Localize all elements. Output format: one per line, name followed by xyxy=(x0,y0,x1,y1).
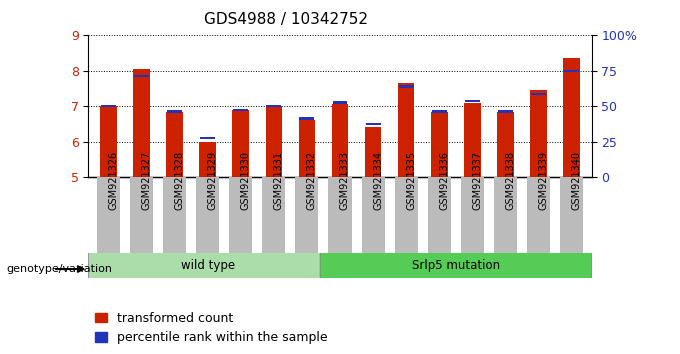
Bar xyxy=(167,110,182,113)
Text: GSM921327: GSM921327 xyxy=(141,151,152,210)
Bar xyxy=(564,58,580,177)
Bar xyxy=(394,177,418,253)
Bar xyxy=(97,177,120,253)
FancyBboxPatch shape xyxy=(320,252,592,279)
Bar xyxy=(100,106,116,177)
Bar xyxy=(233,108,248,111)
Bar xyxy=(497,112,514,177)
Bar xyxy=(560,177,583,253)
Bar xyxy=(134,75,149,78)
Bar xyxy=(130,177,153,253)
Text: GSM921331: GSM921331 xyxy=(274,151,284,210)
Bar xyxy=(461,177,484,253)
Text: GSM921330: GSM921330 xyxy=(241,151,251,210)
Bar xyxy=(530,90,547,177)
Text: GSM921334: GSM921334 xyxy=(373,151,383,210)
Text: GDS4988 / 10342752: GDS4988 / 10342752 xyxy=(203,12,368,27)
Bar xyxy=(101,105,116,108)
Bar xyxy=(398,83,415,177)
Bar xyxy=(432,110,447,113)
Bar xyxy=(365,127,381,177)
Bar xyxy=(200,137,215,139)
Text: GSM921333: GSM921333 xyxy=(340,151,350,210)
Bar xyxy=(262,177,286,253)
Text: GSM921336: GSM921336 xyxy=(439,151,449,210)
Bar xyxy=(233,110,249,177)
FancyBboxPatch shape xyxy=(88,252,327,279)
Text: GSM921340: GSM921340 xyxy=(572,151,581,210)
Bar xyxy=(267,105,282,108)
Bar xyxy=(498,110,513,113)
Bar xyxy=(166,112,183,177)
Text: genotype/variation: genotype/variation xyxy=(7,264,113,274)
Bar xyxy=(163,177,186,253)
Text: GSM921335: GSM921335 xyxy=(406,151,416,210)
Bar xyxy=(465,100,480,102)
Bar xyxy=(332,104,348,177)
Bar xyxy=(398,86,413,88)
Bar xyxy=(531,92,546,95)
Text: GSM921332: GSM921332 xyxy=(307,151,317,210)
Bar xyxy=(362,177,385,253)
Bar xyxy=(295,177,318,253)
Text: GSM921326: GSM921326 xyxy=(108,151,118,210)
Bar xyxy=(229,177,252,253)
Bar xyxy=(494,177,517,253)
Bar xyxy=(333,101,347,104)
Bar xyxy=(299,117,314,120)
Bar xyxy=(196,177,219,253)
Legend: transformed count, percentile rank within the sample: transformed count, percentile rank withi… xyxy=(95,312,328,344)
Text: GSM921328: GSM921328 xyxy=(175,151,184,210)
Text: wild type: wild type xyxy=(180,259,235,272)
Bar xyxy=(564,69,579,72)
Bar xyxy=(299,120,315,177)
Bar xyxy=(366,123,381,125)
Text: GSM921337: GSM921337 xyxy=(473,151,482,210)
Text: GSM921339: GSM921339 xyxy=(539,151,549,210)
Bar xyxy=(328,177,352,253)
Bar xyxy=(199,142,216,177)
Bar xyxy=(133,69,150,177)
Bar xyxy=(265,106,282,177)
Text: Srlp5 mutation: Srlp5 mutation xyxy=(412,259,500,272)
Bar xyxy=(527,177,550,253)
Bar xyxy=(428,177,451,253)
Bar xyxy=(431,112,447,177)
Text: GSM921329: GSM921329 xyxy=(207,151,218,210)
Text: GSM921338: GSM921338 xyxy=(505,151,515,210)
Bar xyxy=(464,103,481,177)
